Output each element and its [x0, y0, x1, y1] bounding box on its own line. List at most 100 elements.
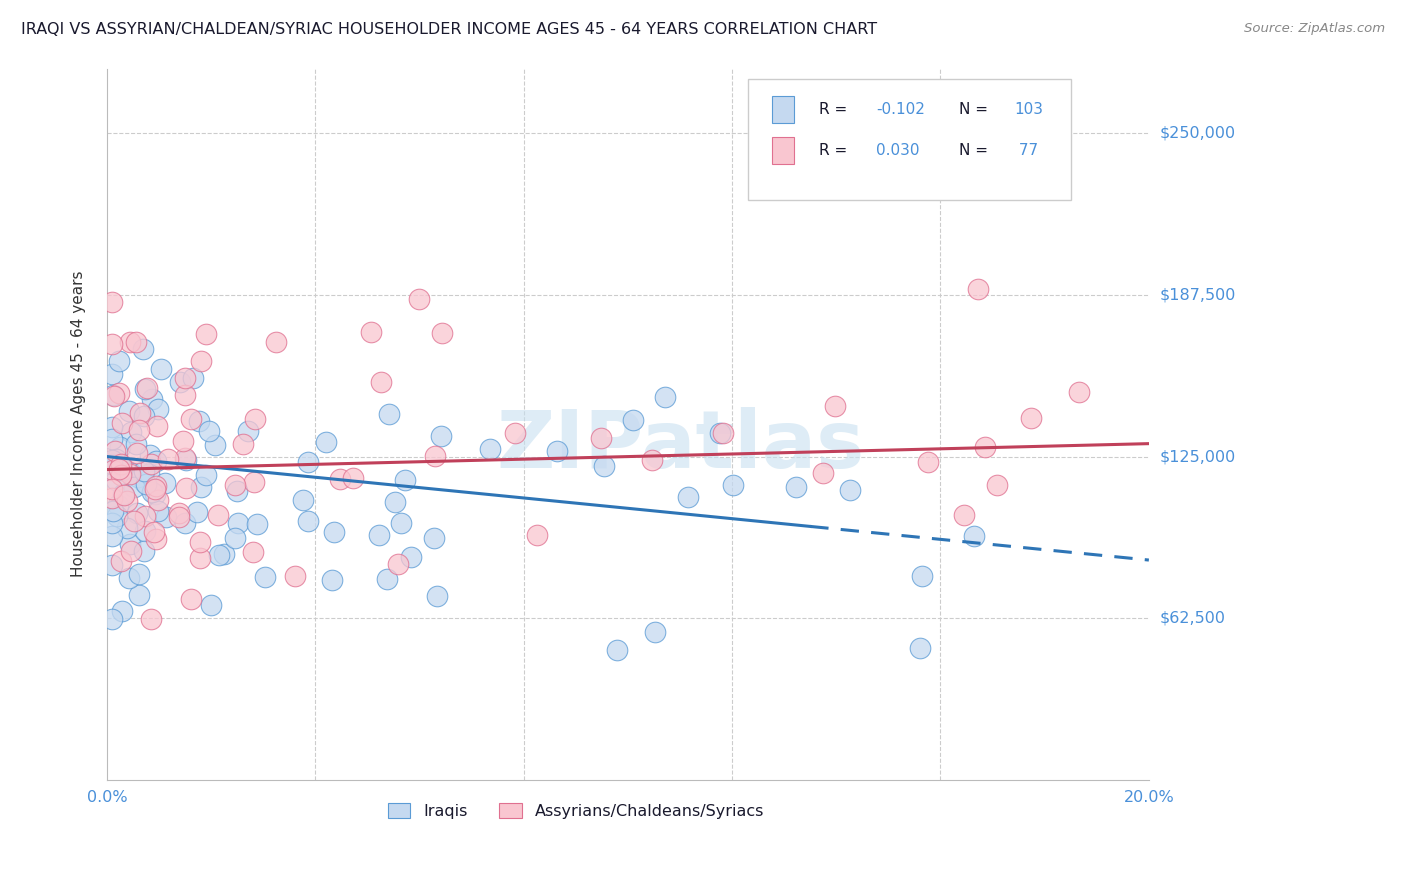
Point — [284, 569, 307, 583]
Point — [190, 480, 212, 494]
Point — [811, 466, 834, 480]
Point — [824, 399, 846, 413]
Point — [953, 508, 976, 522]
Point — [408, 292, 430, 306]
Point — [654, 391, 676, 405]
Point — [187, 414, 209, 428]
Point — [141, 484, 163, 499]
Point — [387, 557, 409, 571]
Point — [143, 483, 166, 497]
Point — [169, 376, 191, 390]
Point — [108, 386, 131, 401]
Point — [124, 335, 146, 350]
Point — [115, 521, 138, 535]
Point — [101, 458, 124, 472]
Point — [108, 458, 131, 472]
Point — [125, 446, 148, 460]
Point — [134, 509, 156, 524]
Point — [101, 452, 124, 467]
Point — [399, 549, 422, 564]
Point — [174, 481, 197, 495]
Point — [108, 456, 131, 470]
Point — [101, 482, 124, 496]
Point — [375, 572, 398, 586]
Point — [183, 371, 205, 385]
Point — [104, 473, 127, 487]
Point — [323, 524, 346, 539]
Text: $187,500: $187,500 — [1160, 287, 1236, 302]
Point — [785, 480, 807, 494]
Point — [297, 454, 319, 468]
Point — [723, 478, 745, 492]
Point — [139, 448, 162, 462]
Point — [112, 488, 135, 502]
Point — [207, 508, 229, 523]
Point — [136, 382, 159, 396]
Point — [297, 514, 319, 528]
Point — [101, 516, 124, 531]
FancyBboxPatch shape — [748, 79, 1071, 200]
Point — [120, 544, 142, 558]
Point — [145, 454, 167, 468]
Point — [190, 353, 212, 368]
Point — [108, 462, 131, 476]
Point — [128, 566, 150, 581]
Text: $62,500: $62,500 — [1160, 611, 1226, 626]
Point — [394, 473, 416, 487]
Point — [101, 388, 124, 402]
Point — [172, 434, 194, 448]
Point — [709, 425, 731, 440]
Point — [125, 506, 148, 520]
Point — [104, 444, 127, 458]
Point — [368, 528, 391, 542]
Point — [180, 591, 202, 606]
Point — [134, 475, 156, 489]
Point — [1067, 384, 1090, 399]
Point — [986, 477, 1008, 491]
Point — [101, 337, 124, 351]
Point — [641, 453, 664, 467]
Point — [224, 477, 246, 491]
Point — [589, 431, 612, 445]
Point — [167, 510, 190, 524]
Point — [195, 326, 218, 341]
Point — [132, 544, 155, 558]
Point — [226, 516, 249, 531]
Text: N =: N = — [959, 103, 993, 117]
Point — [120, 466, 142, 480]
Point — [195, 468, 218, 483]
Text: -0.102: -0.102 — [876, 103, 925, 117]
Point — [146, 504, 169, 518]
Point — [167, 506, 190, 520]
Point — [479, 442, 502, 457]
Point — [426, 589, 449, 603]
Point — [101, 295, 124, 310]
Point — [101, 420, 124, 434]
Point — [186, 505, 208, 519]
Point — [208, 548, 231, 562]
Point — [112, 486, 135, 500]
Point — [134, 383, 156, 397]
Point — [128, 424, 150, 438]
Point — [173, 388, 195, 402]
Point — [155, 510, 177, 524]
Point — [138, 467, 160, 482]
Point — [103, 389, 125, 403]
Point — [145, 532, 167, 546]
Text: ZIPatlas: ZIPatlas — [496, 407, 865, 484]
Point — [108, 354, 131, 368]
Point — [606, 643, 628, 657]
Point — [101, 612, 124, 626]
Point — [118, 467, 141, 481]
Point — [360, 325, 382, 339]
Point — [135, 477, 157, 491]
Point — [110, 467, 132, 482]
Point — [593, 458, 616, 473]
Point — [432, 326, 454, 341]
Point — [105, 452, 128, 467]
Point — [128, 588, 150, 602]
Point — [122, 480, 145, 494]
Point — [384, 495, 406, 509]
Point — [254, 569, 277, 583]
Point — [105, 508, 128, 523]
